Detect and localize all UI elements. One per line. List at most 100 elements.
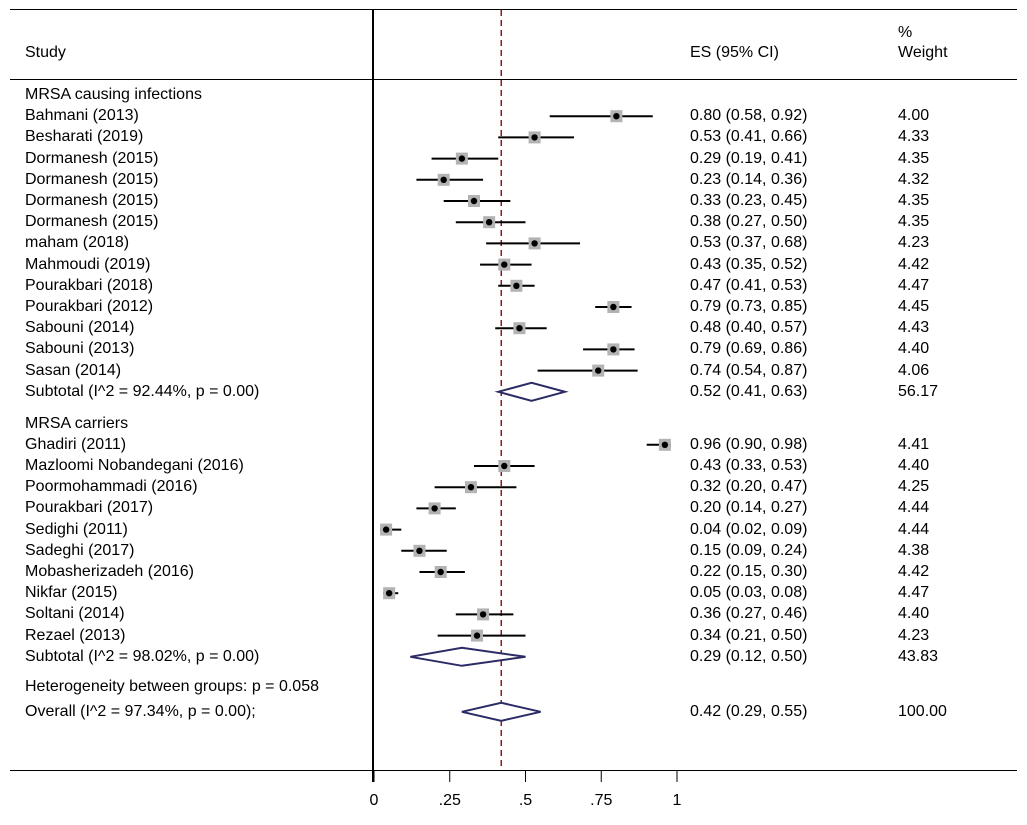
subtotal-weight: 43.83 — [898, 647, 939, 665]
point-estimate — [610, 303, 617, 311]
point-estimate — [610, 346, 617, 353]
overall-diamond — [461, 701, 541, 722]
subtotal-effect-size: 0.52 (0.41, 0.63) — [690, 382, 808, 400]
study-name: Mahmoudi (2019) — [25, 255, 151, 273]
effect-size: 0.43 (0.33, 0.53) — [690, 457, 808, 474]
study-weight: 4.32 — [898, 170, 930, 188]
study-name: Soltani (2014) — [25, 605, 125, 623]
point-estimate — [467, 484, 475, 491]
subtotal-weight: 56.17 — [898, 382, 939, 400]
study-name: Ghadiri (2011) — [25, 435, 127, 453]
x-tick-label: 1 — [672, 792, 682, 809]
point-estimate — [458, 155, 466, 162]
subtotal-label: Subtotal (I^2 = 92.44%, p = 0.00) — [25, 382, 260, 400]
point-estimate — [416, 547, 423, 554]
point-estimate — [516, 325, 523, 332]
study-name: Dormanesh (2015) — [25, 192, 159, 209]
subtotal-diamond — [410, 646, 526, 667]
point-estimate — [382, 526, 390, 533]
effect-size: 0.34 (0.21, 0.50) — [690, 626, 808, 644]
bottom-border — [10, 770, 1017, 771]
study-name: Dormanesh (2015) — [25, 213, 159, 231]
study-weight: 4.35 — [898, 192, 930, 209]
effect-size: 0.79 (0.69, 0.86) — [690, 340, 808, 358]
study-weight: 4.23 — [898, 234, 930, 252]
study-name: Sadeghi (2017) — [25, 541, 135, 559]
study-weight: 4.42 — [898, 563, 930, 580]
point-estimate — [501, 462, 508, 470]
effect-size: 0.38 (0.27, 0.50) — [690, 213, 808, 231]
study-name: Dormanesh (2015) — [25, 170, 159, 188]
effect-size: 0.15 (0.09, 0.24) — [690, 541, 808, 559]
effect-size: 0.33 (0.23, 0.45) — [690, 192, 808, 209]
point-estimate — [513, 282, 520, 289]
study-weight: 4.00 — [898, 107, 930, 125]
study-weight: 4.44 — [898, 520, 930, 538]
study-name: Mazloomi Nobandegani (2016) — [25, 457, 244, 474]
effect-size: 0.96 (0.90, 0.98) — [690, 435, 808, 453]
study-name: Sedighi (2011) — [25, 520, 128, 538]
header-weight: Weight — [898, 44, 948, 61]
point-estimate — [385, 590, 393, 597]
point-estimate — [531, 134, 538, 141]
effect-size: 0.32 (0.20, 0.47) — [690, 478, 808, 496]
study-name: Sasan (2014) — [25, 361, 122, 379]
heterogeneity-note: Heterogeneity between groups: p = 0.058 — [25, 677, 319, 695]
study-weight: 4.40 — [898, 340, 930, 358]
study-name: Rezael (2013) — [25, 626, 126, 644]
x-tick-label: .75 — [590, 792, 613, 809]
study-weight: 4.06 — [898, 361, 930, 379]
study-name: Sabouni (2014) — [25, 319, 135, 337]
effect-size: 0.22 (0.15, 0.30) — [690, 563, 808, 580]
point-estimate — [501, 261, 508, 268]
group-heading: MRSA causing infections — [25, 86, 202, 103]
subtotal-diamond — [494, 381, 569, 402]
point-estimate — [485, 219, 493, 226]
header-study: Study — [25, 44, 66, 61]
study-weight: 4.40 — [898, 457, 930, 474]
effect-size: 0.23 (0.14, 0.36) — [690, 170, 808, 188]
header-es: ES (95% CI) — [690, 44, 779, 61]
study-weight: 4.44 — [898, 499, 930, 517]
point-estimate — [531, 240, 538, 247]
study-name: Sabouni (2013) — [25, 340, 135, 358]
study-weight: 4.35 — [898, 213, 930, 231]
study-weight: 4.47 — [898, 276, 930, 294]
header-divider — [10, 79, 1017, 80]
study-name: Nikfar (2015) — [25, 584, 118, 602]
group-heading: MRSA carriers — [25, 414, 129, 432]
effect-size: 0.20 (0.14, 0.27) — [690, 499, 808, 517]
point-estimate — [613, 113, 620, 120]
top-border — [10, 9, 1017, 10]
point-estimate — [470, 197, 478, 205]
x-tick-label: .5 — [518, 792, 533, 809]
study-weight: 4.33 — [898, 128, 930, 146]
overall-effect-size: 0.42 (0.29, 0.55) — [690, 702, 808, 720]
study-weight: 4.35 — [898, 149, 930, 167]
study-weight: 4.45 — [898, 298, 930, 315]
header-weight-pct: % — [898, 24, 913, 41]
x-tick-label: .25 — [438, 792, 461, 809]
study-name: Besharati (2019) — [25, 128, 144, 146]
effect-size: 0.79 (0.73, 0.85) — [690, 298, 808, 315]
subtotal-label: Subtotal (I^2 = 98.02%, p = 0.00) — [25, 647, 260, 665]
x-tick-label: 0 — [369, 792, 379, 809]
effect-size: 0.04 (0.02, 0.09) — [690, 520, 808, 538]
effect-size: 0.47 (0.41, 0.53) — [690, 276, 808, 294]
overall-label: Overall (I^2 = 97.34%, p = 0.00); — [25, 702, 256, 720]
point-estimate — [473, 632, 481, 639]
effect-size: 0.43 (0.35, 0.52) — [690, 255, 808, 273]
effect-size: 0.29 (0.19, 0.41) — [690, 149, 808, 167]
study-name: maham (2018) — [25, 234, 130, 252]
study-name: Poormohammadi (2016) — [25, 478, 198, 496]
study-name: Dormanesh (2015) — [25, 149, 159, 167]
point-estimate — [437, 568, 444, 576]
effect-size: 0.48 (0.40, 0.57) — [690, 319, 808, 337]
point-estimate — [440, 176, 447, 183]
study-weight: 4.42 — [898, 255, 930, 273]
study-weight: 4.38 — [898, 541, 930, 559]
effect-size: 0.05 (0.03, 0.08) — [690, 584, 808, 602]
study-name: Bahmani (2013) — [25, 107, 139, 125]
